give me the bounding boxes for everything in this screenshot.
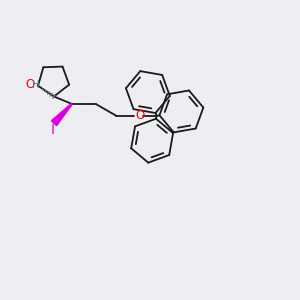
Text: H: H xyxy=(32,80,40,90)
Text: I: I xyxy=(50,123,55,137)
Text: O: O xyxy=(135,109,144,122)
Text: O: O xyxy=(25,78,34,91)
Polygon shape xyxy=(51,103,72,126)
